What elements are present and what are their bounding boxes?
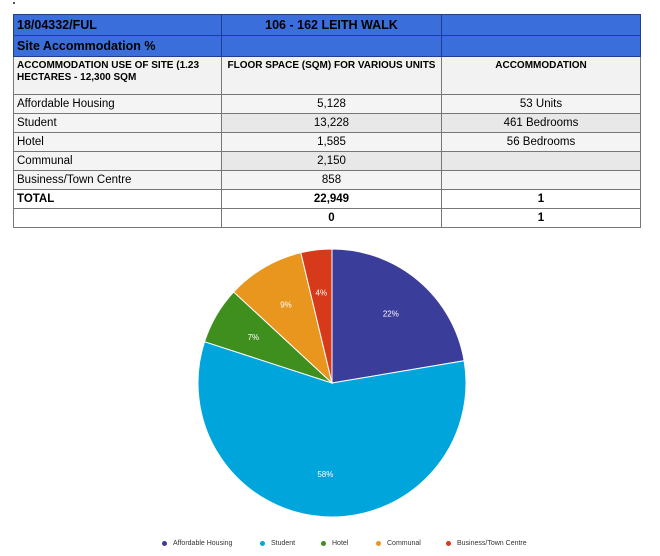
pie-slice-student <box>197 341 467 518</box>
column-header-use: ACCOMMODATION USE OF SITE (1.23 HECTARES… <box>13 56 222 95</box>
legend-swatch <box>321 541 326 546</box>
use-cell: Student <box>13 113 222 133</box>
column-header-accommodation: ACCOMMODATION <box>441 56 641 95</box>
planning-reference: 18/04332/FUL <box>13 14 222 36</box>
pie-chart: 22% 58% 7% 9% 4% <box>197 248 467 518</box>
legend-label: Hotel <box>332 540 349 547</box>
legend-item: Affordable Housing <box>162 540 232 547</box>
table-row: Affordable Housing 5,128 53 Units <box>13 94 641 114</box>
pie-data-label: 58% <box>317 470 333 479</box>
total-floor-space: 22,949 <box>221 189 442 209</box>
table-title-row: 18/04332/FUL 106 - 162 LEITH WALK <box>13 14 641 36</box>
floor-space-cell: 5,128 <box>221 94 442 114</box>
title-blank-cell <box>441 14 641 36</box>
accommodation-cell <box>441 170 641 190</box>
table-row: Business/Town Centre 858 <box>13 170 641 190</box>
use-cell: Business/Town Centre <box>13 170 222 190</box>
total-accommodation: 1 <box>441 189 641 209</box>
column-header-row: ACCOMMODATION USE OF SITE (1.23 HECTARES… <box>13 56 641 95</box>
floor-space-cell: 13,228 <box>221 113 442 133</box>
extra-accommodation: 1 <box>441 208 641 228</box>
table-row: Communal 2,150 <box>13 151 641 171</box>
use-cell: Communal <box>13 151 222 171</box>
legend-swatch <box>446 541 451 546</box>
section-blank-cell <box>221 35 442 57</box>
floor-space-cell: 858 <box>221 170 442 190</box>
legend-label: Student <box>271 540 296 547</box>
legend-label: Business/Town Centre <box>457 540 527 547</box>
legend-swatch <box>260 541 265 546</box>
corner-dot <box>13 2 15 4</box>
accommodation-cell <box>441 151 641 171</box>
section-title-row: Site Accommodation % <box>13 35 641 57</box>
floor-space-cell: 2,150 <box>221 151 442 171</box>
total-label: TOTAL <box>13 189 222 209</box>
column-header-floor-space: FLOOR SPACE (SQM) FOR VARIOUS UNITS <box>221 56 442 95</box>
legend-label: Affordable Housing <box>173 540 233 547</box>
legend-swatch <box>162 541 167 546</box>
accommodation-cell: 53 Units <box>441 94 641 114</box>
accommodation-cell: 56 Bedrooms <box>441 132 641 152</box>
site-address: 106 - 162 LEITH WALK <box>221 14 442 36</box>
site-accommodation-table: 18/04332/FUL 106 - 162 LEITH WALK Site A… <box>13 14 641 228</box>
use-cell: Hotel <box>13 132 222 152</box>
extra-floor-space: 0 <box>221 208 442 228</box>
table-row: Hotel 1,585 56 Bedrooms <box>13 132 641 152</box>
accommodation-cell: 461 Bedrooms <box>441 113 641 133</box>
use-cell: Affordable Housing <box>13 94 222 114</box>
legend-item: Communal <box>376 540 421 547</box>
extra-row: 0 1 <box>13 208 641 228</box>
legend-item: Hotel <box>321 540 348 547</box>
total-row: TOTAL 22,949 1 <box>13 189 641 209</box>
pie-data-label: 22% <box>383 309 399 318</box>
extra-label <box>13 208 222 228</box>
legend-swatch <box>376 541 381 546</box>
section-title: Site Accommodation % <box>13 35 222 57</box>
pie-data-label: 9% <box>280 300 292 309</box>
section-blank-cell <box>441 35 641 57</box>
table-row: Student 13,228 461 Bedrooms <box>13 113 641 133</box>
floor-space-cell: 1,585 <box>221 132 442 152</box>
pie-data-label: 4% <box>316 289 328 298</box>
legend-item: Student <box>260 540 295 547</box>
pie-data-label: 7% <box>248 333 260 342</box>
pie-slice-affordable-housing <box>331 248 465 384</box>
legend-item: Business/Town Centre <box>446 540 527 547</box>
pie-slice-business-town-centre <box>300 248 333 384</box>
pie-slice-communal <box>232 252 333 385</box>
legend-label: Communal <box>387 540 421 547</box>
